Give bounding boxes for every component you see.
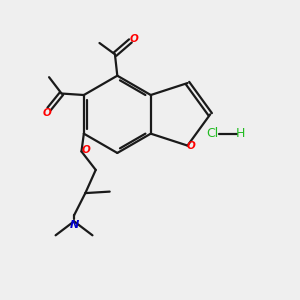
Text: H: H — [236, 127, 245, 140]
Text: N: N — [69, 220, 79, 230]
Text: O: O — [81, 145, 90, 155]
Text: O: O — [42, 108, 51, 118]
Text: O: O — [187, 141, 196, 151]
Text: O: O — [130, 34, 139, 44]
Text: Cl: Cl — [206, 127, 218, 140]
